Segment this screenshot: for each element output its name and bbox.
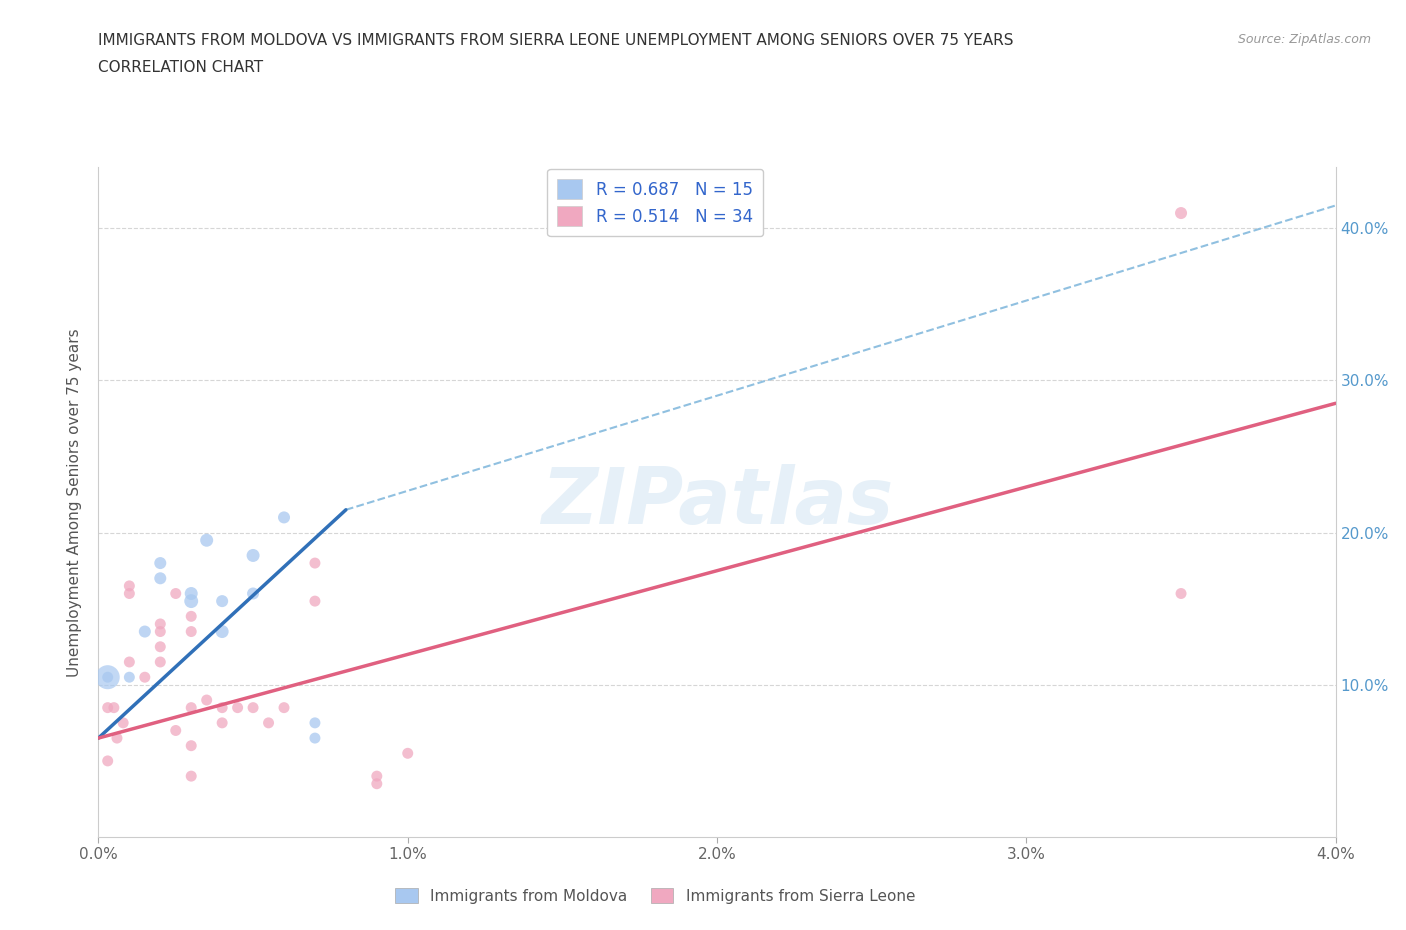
Point	[180, 738, 202, 753]
Point	[211, 715, 233, 730]
Point	[1170, 586, 1192, 601]
Point	[118, 578, 141, 593]
Point	[180, 769, 202, 784]
Point	[149, 617, 172, 631]
Point	[97, 670, 120, 684]
Point	[257, 715, 280, 730]
Point	[105, 731, 128, 746]
Text: Source: ZipAtlas.com: Source: ZipAtlas.com	[1237, 33, 1371, 46]
Point	[180, 593, 202, 608]
Point	[103, 700, 125, 715]
Legend: Immigrants from Moldova, Immigrants from Sierra Leone: Immigrants from Moldova, Immigrants from…	[389, 882, 921, 910]
Point	[97, 700, 120, 715]
Point	[211, 700, 233, 715]
Point	[366, 777, 388, 791]
Y-axis label: Unemployment Among Seniors over 75 years: Unemployment Among Seniors over 75 years	[67, 328, 83, 676]
Point	[118, 586, 141, 601]
Text: CORRELATION CHART: CORRELATION CHART	[98, 60, 263, 75]
Point	[118, 655, 141, 670]
Point	[134, 624, 156, 639]
Point	[112, 715, 135, 730]
Point	[211, 593, 233, 608]
Point	[149, 555, 172, 570]
Point	[180, 624, 202, 639]
Point	[149, 639, 172, 654]
Point	[149, 655, 172, 670]
Point	[211, 624, 233, 639]
Point	[149, 571, 172, 586]
Point	[180, 700, 202, 715]
Point	[134, 670, 156, 684]
Point	[304, 555, 326, 570]
Point	[165, 586, 187, 601]
Point	[165, 723, 187, 737]
Point	[149, 624, 172, 639]
Point	[242, 548, 264, 563]
Point	[97, 753, 120, 768]
Point	[97, 670, 120, 684]
Point	[195, 693, 218, 708]
Point	[242, 700, 264, 715]
Point	[304, 715, 326, 730]
Point	[118, 670, 141, 684]
Text: ZIPatlas: ZIPatlas	[541, 464, 893, 540]
Point	[273, 700, 295, 715]
Point	[1170, 206, 1192, 220]
Point	[180, 609, 202, 624]
Point	[242, 586, 264, 601]
Text: IMMIGRANTS FROM MOLDOVA VS IMMIGRANTS FROM SIERRA LEONE UNEMPLOYMENT AMONG SENIO: IMMIGRANTS FROM MOLDOVA VS IMMIGRANTS FR…	[98, 33, 1014, 47]
Point	[366, 769, 388, 784]
Point	[304, 593, 326, 608]
Point	[396, 746, 419, 761]
Point	[304, 731, 326, 746]
Point	[226, 700, 249, 715]
Point	[273, 510, 295, 525]
Point	[180, 586, 202, 601]
Point	[195, 533, 218, 548]
